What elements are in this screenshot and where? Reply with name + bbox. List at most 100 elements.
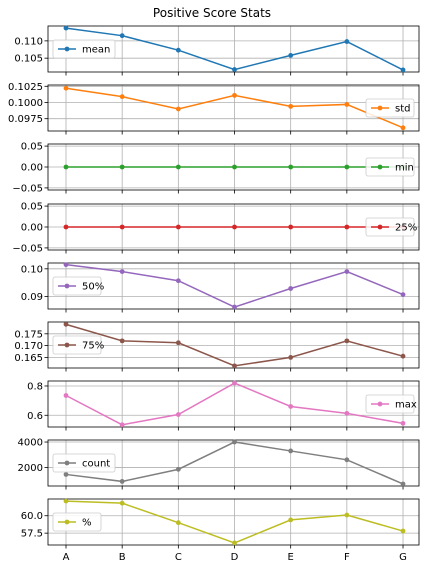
legend-label: max	[395, 400, 417, 411]
legend: 75%	[52, 335, 104, 355]
data-point	[119, 479, 125, 484]
data-point	[175, 466, 181, 472]
legend-box	[365, 98, 415, 118]
data-point	[63, 224, 69, 230]
data-point	[288, 517, 294, 523]
y-tick-label: 0.1000	[8, 98, 43, 109]
data-point	[63, 393, 69, 398]
data-point	[232, 164, 237, 170]
data-point	[400, 420, 406, 426]
panel-5: 0.09 0.10 50%	[21, 262, 420, 313]
y-tick-label: −0.05	[12, 183, 43, 194]
legend-box	[52, 512, 102, 532]
data-point	[175, 412, 181, 417]
data-point	[63, 262, 69, 268]
data-point	[232, 67, 237, 72]
data-point	[232, 380, 237, 386]
y-tick-label: 0.00	[21, 223, 43, 234]
data-point	[400, 528, 406, 534]
y-tick-label: 0.110	[14, 36, 43, 47]
legend-box	[365, 157, 415, 177]
data-point	[175, 278, 181, 284]
legend-box	[52, 39, 116, 59]
axes-frame	[47, 84, 420, 132]
data-point	[344, 102, 350, 107]
y-tick-label: 0.105	[14, 54, 43, 65]
data-point	[175, 340, 181, 346]
data-point	[63, 472, 69, 477]
data-point	[344, 457, 350, 463]
data-point	[288, 52, 294, 58]
x-tick-label: C	[175, 552, 182, 563]
x-tick-label: G	[399, 552, 407, 563]
axes-frame	[47, 25, 420, 73]
data-point	[63, 25, 69, 31]
data-point	[232, 439, 237, 445]
data-point	[400, 67, 406, 73]
panel-2: 0.0975 0.1000 0.1025 std	[8, 82, 420, 135]
data-point	[232, 540, 237, 546]
data-point	[400, 481, 406, 487]
legend-box	[52, 276, 102, 296]
y-tick-label: 4000	[18, 438, 43, 449]
chart-title: Positive Score Stats	[153, 6, 271, 20]
data-point	[119, 33, 125, 39]
data-point	[63, 321, 69, 327]
data-point	[344, 269, 350, 274]
x-tick-label: A	[63, 552, 70, 563]
legend: min	[365, 157, 415, 177]
data-point	[175, 164, 181, 170]
legend: 50%	[52, 276, 104, 296]
data-point	[119, 422, 125, 428]
legend-marker	[377, 401, 383, 407]
legend-label: mean	[82, 45, 110, 56]
x-tick-label: F	[344, 552, 350, 563]
data-point	[119, 164, 125, 170]
legend-label: min	[395, 163, 414, 174]
legend-label: count	[82, 459, 110, 470]
legend-label: 75%	[82, 341, 104, 352]
legend: max	[365, 394, 417, 414]
data-point	[232, 304, 237, 310]
y-tick-label: −0.05	[12, 243, 43, 254]
legend: count	[52, 453, 116, 473]
data-point	[63, 164, 69, 170]
data-point	[288, 404, 294, 409]
data-point	[400, 292, 406, 297]
y-tick-label: 0.165	[14, 353, 43, 364]
axes-frame	[47, 380, 420, 428]
data-point	[288, 286, 294, 291]
data-point	[400, 353, 406, 359]
x-tick-label: E	[288, 552, 294, 563]
y-tick-label: 60.0	[21, 511, 43, 522]
data-point	[63, 498, 69, 504]
x-tick-label: D	[231, 552, 239, 563]
legend-marker	[64, 283, 70, 289]
data-point	[119, 224, 125, 230]
legend-label: 50%	[82, 282, 104, 293]
data-point	[288, 448, 294, 454]
data-point	[119, 500, 125, 506]
data-point	[288, 164, 294, 170]
x-tick-label: B	[119, 552, 126, 563]
legend-box	[52, 453, 116, 473]
data-point	[175, 224, 181, 230]
y-tick-label: 0.00	[21, 163, 43, 174]
y-tick-label: 57.5	[21, 529, 43, 540]
axes-frame	[47, 143, 420, 191]
data-point	[288, 103, 294, 109]
data-point	[288, 354, 294, 360]
legend-marker	[377, 224, 383, 230]
data-point	[344, 164, 350, 170]
legend: mean	[52, 39, 116, 59]
data-point	[119, 269, 125, 274]
data-point	[232, 92, 237, 98]
legend-marker	[64, 46, 70, 52]
y-tick-label: 0.05	[21, 142, 43, 153]
data-point	[344, 39, 350, 44]
data-point	[63, 85, 69, 91]
legend-label: 25%	[395, 223, 417, 234]
legend-marker	[64, 342, 70, 348]
legend-marker	[377, 105, 383, 111]
